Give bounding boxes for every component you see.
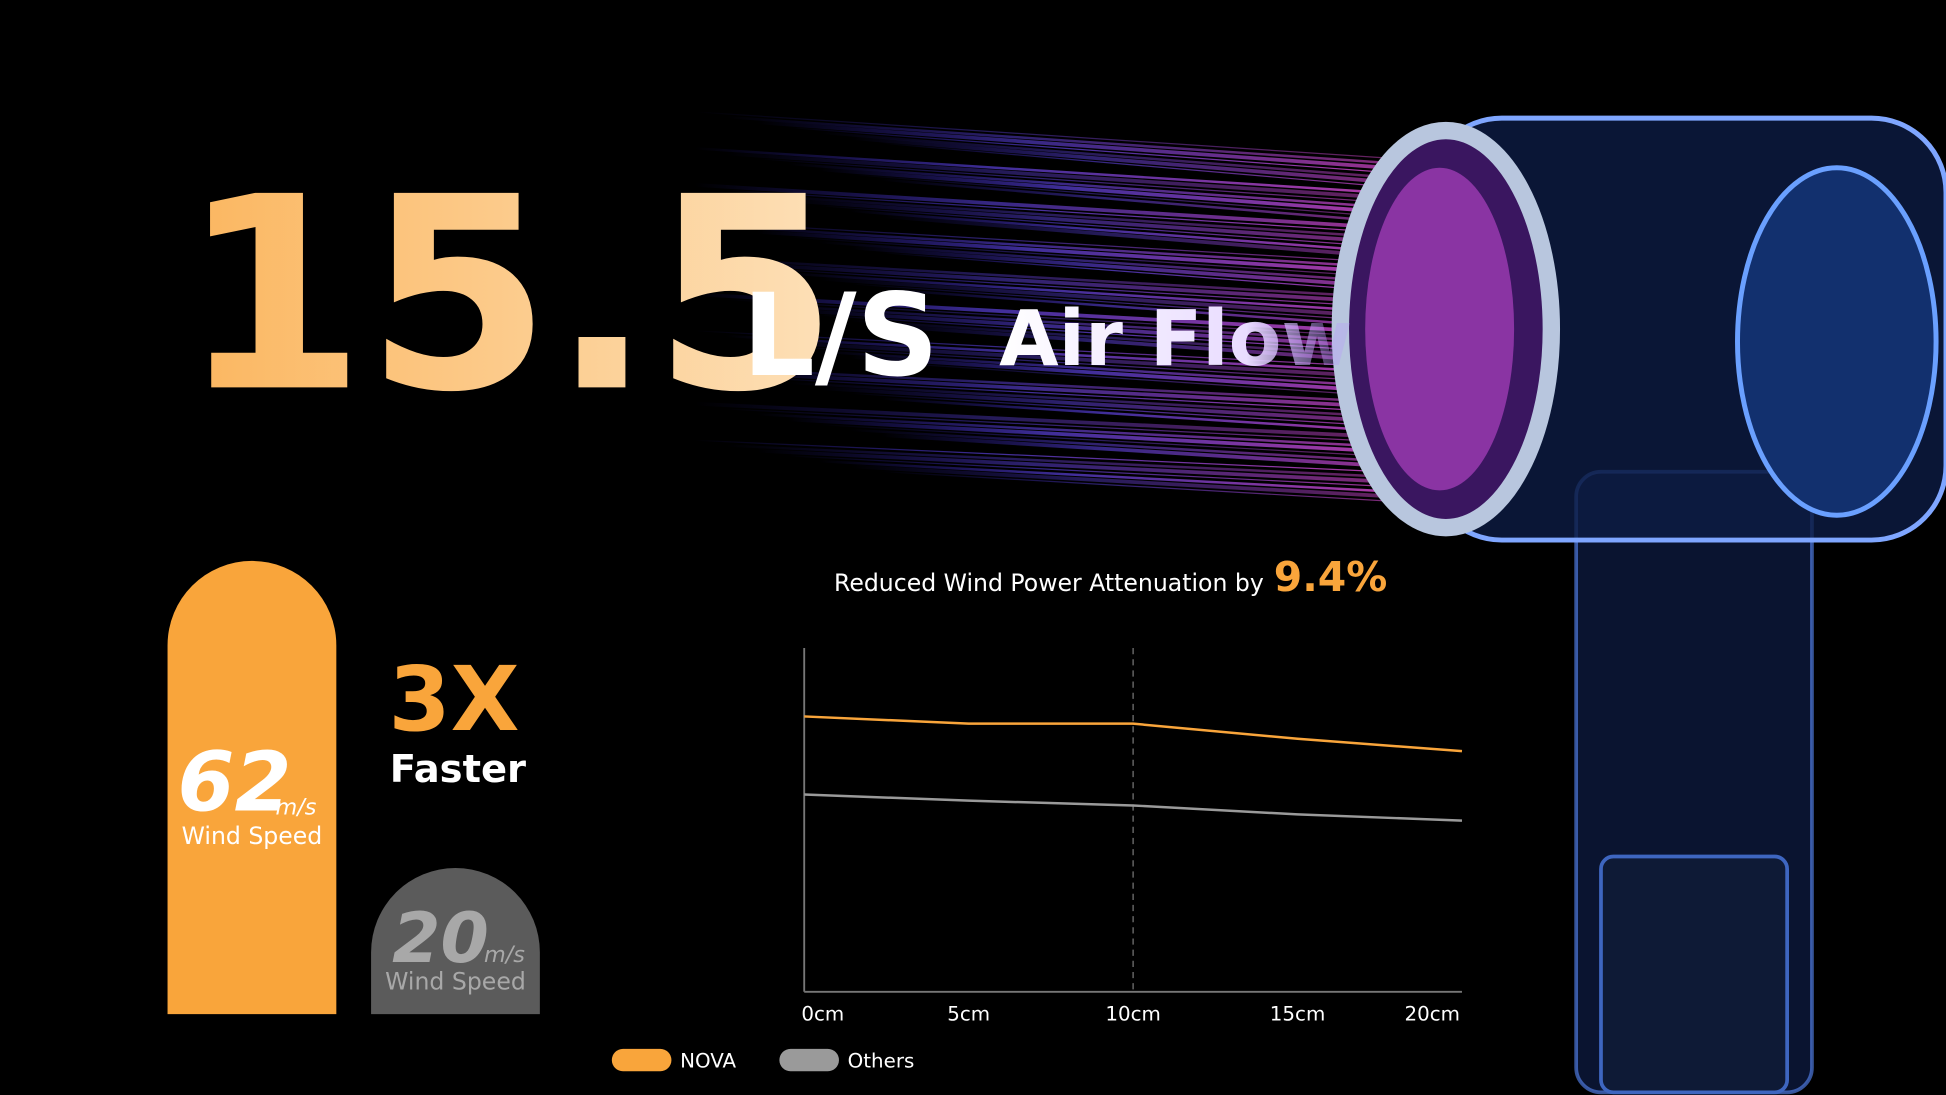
streak <box>694 111 1440 163</box>
title-text: Reduced Wind Power Attenuation by <box>834 569 1264 597</box>
streak <box>881 142 1440 192</box>
bar <box>371 867 540 1015</box>
streak <box>694 292 1440 338</box>
comparison-label: Faster <box>390 747 526 792</box>
streak <box>850 392 1440 431</box>
title-highlight: 9.4% <box>1274 553 1388 601</box>
x-tick-label: 0cm <box>801 1002 844 1025</box>
legend-label: Others <box>848 1050 915 1073</box>
streak <box>725 115 1440 168</box>
streak <box>881 433 1440 472</box>
streak <box>850 428 1440 466</box>
streak <box>788 236 1440 282</box>
legend-label: NOVA <box>680 1050 736 1073</box>
streak <box>694 439 1440 475</box>
streak <box>694 256 1440 302</box>
streak <box>818 386 1440 427</box>
unit-label: m/s <box>484 942 525 968</box>
streak <box>788 272 1440 317</box>
streak <box>694 330 1440 371</box>
streak <box>756 339 1440 382</box>
streak <box>756 303 1440 347</box>
x-tick-label: 15cm <box>1270 1002 1326 1025</box>
chart-title: Reduced Wind Power Attenuation by 9.4% <box>834 553 1387 601</box>
category-label: Wind Speed <box>182 822 323 850</box>
streak <box>850 173 1440 222</box>
streak <box>819 205 1440 252</box>
streak <box>694 366 1440 407</box>
streak <box>725 444 1440 481</box>
streak <box>725 298 1440 341</box>
streak <box>725 151 1440 204</box>
dryer <box>1331 115 1946 1095</box>
series-line <box>804 793 1463 822</box>
legend-swatch <box>611 1048 672 1072</box>
x-tick-label: 10cm <box>1105 1002 1161 1025</box>
streak <box>787 417 1440 457</box>
streak <box>788 345 1440 386</box>
x-tick-label: 20cm <box>1404 1002 1460 1025</box>
value-label: 62 <box>177 736 291 831</box>
streak <box>757 158 1440 207</box>
streak <box>787 198 1440 248</box>
streak <box>694 183 1440 233</box>
streak <box>725 189 1440 237</box>
streak <box>756 194 1440 243</box>
streak <box>787 308 1440 353</box>
bar <box>167 560 337 1015</box>
streak <box>756 448 1440 487</box>
headline-number: 15.5 <box>180 139 838 450</box>
streak <box>788 455 1440 490</box>
category-label: Wind Speed <box>385 967 526 995</box>
streak <box>819 131 1440 183</box>
streak <box>787 162 1440 213</box>
unit-label: m/s <box>276 794 317 820</box>
streak <box>725 261 1440 308</box>
streak <box>850 464 1440 501</box>
streak <box>819 459 1440 496</box>
streak <box>756 120 1440 174</box>
comparison-multiplier: 3X <box>388 648 519 752</box>
headline-unit: L/S <box>742 269 939 402</box>
streak <box>788 126 1440 178</box>
legend-swatch <box>779 1048 839 1072</box>
x-tick-label: 5cm <box>947 1002 990 1025</box>
streak <box>694 220 1440 267</box>
streak <box>725 408 1440 446</box>
streak <box>849 136 1440 189</box>
streak <box>788 381 1440 421</box>
streak <box>757 377 1440 416</box>
streak <box>881 178 1440 228</box>
streak <box>881 470 1440 505</box>
series-line <box>804 715 1463 753</box>
streak <box>757 267 1440 312</box>
line-chart: Reduced Wind Power Attenuation by 9.4% 0cm… <box>611 553 1463 1073</box>
streak <box>818 167 1440 218</box>
streak <box>725 334 1440 377</box>
streak <box>756 412 1440 451</box>
streak <box>725 225 1440 272</box>
streak <box>694 401 1440 442</box>
streak <box>756 229 1440 278</box>
value-label: 20 <box>392 898 489 979</box>
streak <box>725 370 1440 412</box>
streak <box>694 147 1440 198</box>
headline-label: Air Flow <box>999 295 1353 384</box>
streak <box>819 424 1440 461</box>
